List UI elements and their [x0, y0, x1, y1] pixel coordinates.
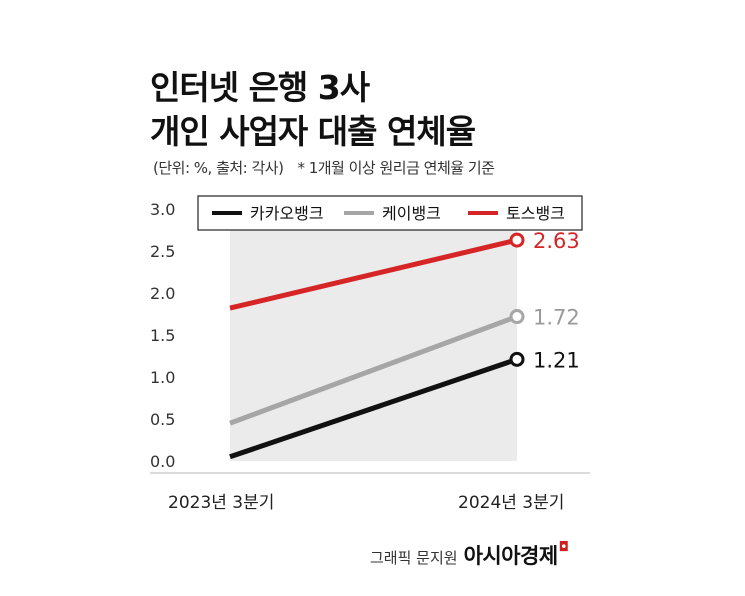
y-tick-label: 1.5: [150, 326, 175, 345]
chart-title: 인터넷 은행 3사 개인 사업자 대출 연체율: [150, 66, 476, 154]
series-end-marker: [509, 351, 525, 367]
legend-label: 카카오뱅크: [250, 204, 324, 223]
data-label: 2.63: [533, 229, 580, 253]
graphic-credit: 그래픽 문지원 아시아경제◘: [370, 540, 569, 570]
series-line: [229, 356, 518, 460]
title-line-2: 개인 사업자 대출 연체율: [150, 112, 476, 151]
x-tick-label: 2024년 3분기: [458, 493, 564, 513]
data-label: 1.72: [533, 306, 580, 330]
series-end-marker: [509, 232, 525, 248]
x-tick-label: 2023년 3분기: [168, 493, 274, 513]
y-tick-label: 0.5: [150, 410, 175, 429]
publisher-logo-mark: ◘: [558, 540, 569, 555]
series-line: [229, 237, 518, 311]
unit-source-note: (단위: %, 출처: 각사): [153, 159, 284, 177]
y-tick-label: 0.0: [150, 452, 175, 471]
y-tick-label: 1.0: [150, 368, 175, 387]
data-label: 1.21: [533, 348, 580, 372]
title-line-1: 인터넷 은행 3사: [150, 68, 370, 107]
criteria-footnote: * 1개월 이상 원리금 연체율 기준: [297, 159, 495, 177]
publisher-logo: 아시아경제: [463, 544, 559, 568]
series-end-marker: [509, 309, 525, 325]
y-tick-label: 2.5: [150, 242, 175, 261]
legend-label: 케이뱅크: [382, 204, 441, 223]
legend-box: [197, 195, 583, 231]
credit-label: 그래픽 문지원: [370, 549, 458, 567]
series-line: [229, 314, 518, 426]
legend-label: 토스뱅크: [506, 204, 565, 223]
y-tick-label: 3.0: [150, 200, 175, 219]
y-tick-label: 2.0: [150, 284, 175, 303]
chart-subtitle: (단위: %, 출처: 각사) * 1개월 이상 원리금 연체율 기준: [153, 157, 495, 178]
